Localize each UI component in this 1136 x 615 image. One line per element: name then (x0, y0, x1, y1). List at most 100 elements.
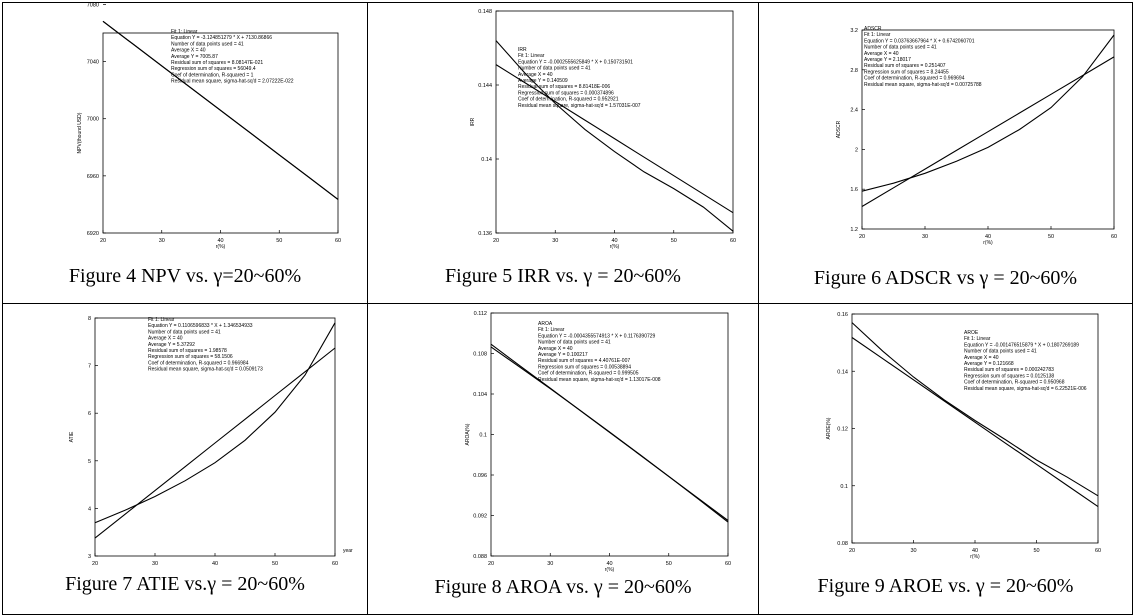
y-tick-label: 2.8 (850, 68, 858, 74)
x-tick-label: 20 (488, 561, 494, 567)
y-tick-label: 1.2 (850, 227, 858, 233)
fit-annotation-line: Equation Y = -0.001476515879 * X + 0.180… (964, 342, 1079, 348)
x-axis-label: r(%) (216, 244, 226, 250)
fit-annotation-line: Average X = 40 (864, 51, 899, 57)
fit-annotation-line: Average Y = 5.37292 (148, 342, 195, 348)
fit-annotation-line: ADSCR (864, 26, 882, 32)
x-axis-label: r(%) (970, 554, 980, 560)
y-tick-label: 7040 (87, 60, 99, 66)
fit-annotation-line: Regression sum of squares = 0.000374896 (518, 90, 614, 96)
x-tick-label: 60 (1111, 234, 1117, 240)
y-tick-label: 4 (88, 506, 91, 512)
y-tick-label: 7 (88, 364, 91, 370)
fit-annotation-line: Residual mean square, sigma-hat-sq'd = 1… (518, 103, 641, 109)
figure-panel: 20 30 40 50 60 6920 6960 7000 7040 7080 r(%) NPV(th… (3, 3, 367, 303)
y-tick-label: 1.6 (850, 187, 858, 193)
figure-caption: Figure 9 AROE vs. γ = 20~60% (759, 575, 1132, 598)
y-tick-label: 7000 (87, 117, 99, 123)
x-tick-label: 20 (100, 238, 106, 244)
y-tick-label: 0.16 (837, 312, 848, 318)
fit-annotation-line: Average X = 40 (518, 72, 553, 78)
figure-panel: 20 30 40 50 60 0.088 0.092 0.096 0.1 0.104 0.108 0.… (368, 304, 758, 614)
fit-annotation-line: Fit 1: Linear (964, 336, 991, 342)
fit-annotation-line: Number of data points used = 41 (518, 66, 591, 72)
fit-annotation-line: Average X = 40 (171, 48, 206, 54)
fit-annotation-line: Coef of determination, R-squared = 0.999… (538, 371, 639, 377)
figure-cell: 20 30 40 50 60 0.08 0.1 0.12 0.14 0.16 r(%) AROE(%)… (759, 304, 1133, 615)
y-tick-label: 6960 (87, 174, 99, 180)
figure-panel: 20 30 40 50 60 0.136 0.14 0.144 0.148 r(%) IRR IRR F… (368, 3, 758, 303)
fit-annotation-line: Residual sum of squares = 8.08147E-021 (171, 60, 263, 66)
fit-line (95, 348, 335, 538)
x-tick-label: 60 (332, 561, 338, 567)
fit-annotation-line: Coef of determination, R-squared = 0.950… (964, 380, 1065, 386)
y-axis-label: ATIE (69, 431, 75, 442)
y-tick-label: 6 (88, 411, 91, 417)
chart-npv: 20 30 40 50 60 6920 6960 7000 7040 7080 r(%) NPV(th… (3, 3, 365, 265)
y-tick-label: 3.2 (850, 28, 858, 34)
fit-annotation-line: Residual sum of squares = 8.81418E-006 (518, 84, 610, 90)
y-tick-label: 2 (855, 147, 858, 153)
y-tick-label: 0.136 (478, 231, 492, 237)
y-tick-label: 0.148 (478, 9, 492, 15)
y-tick-label: 0.112 (474, 311, 487, 317)
fit-annotation-line: Fit 1: Linear (171, 29, 198, 35)
fit-annotation-line: Fit 1: Linear (148, 317, 175, 323)
x-tick-label: 30 (910, 548, 916, 554)
fit-annotation-line: Equation Y = -0.0002555625849 * X + 0.15… (518, 59, 633, 65)
x-tick-label: 20 (493, 238, 499, 244)
y-tick-label: 0.12 (837, 427, 848, 433)
fit-annotation-line: Residual sum of squares = 0.000242783 (964, 367, 1054, 373)
y-tick-label: 0.08 (837, 541, 848, 547)
fit-annotation-line: Regression sum of squares = 58.1506 (148, 354, 233, 360)
y-tick-label: 6920 (87, 231, 99, 237)
fit-annotation-line: Average X = 40 (964, 355, 999, 361)
figure-cell: 20 30 40 50 60 0.088 0.092 0.096 0.1 0.104 0.108 0.… (368, 304, 759, 615)
x-tick-label: 20 (92, 561, 98, 567)
x-axis-label: year (343, 548, 353, 554)
fit-annotation-line: Coef of determination, R-squared = 0.969… (864, 76, 965, 82)
fit-annotation-line: Residual sum of squares = 4.40761E-007 (538, 358, 630, 364)
y-tick-label: 0.092 (473, 514, 487, 520)
x-tick-label: 50 (1033, 548, 1039, 554)
fit-annotation-line: Coef of determination, R-squared = 0.966… (148, 360, 249, 366)
fit-annotation-line: Fit 1: Linear (518, 53, 545, 59)
y-tick-label: 0.096 (473, 473, 487, 479)
x-tick-label: 30 (922, 234, 928, 240)
x-axis-label: r(%) (610, 244, 620, 250)
chart-adscr: 20 30 40 50 60 1.2 1.6 2 2.4 2.8 3.2 r(%) ADSCR ADSCR… (759, 3, 1134, 265)
figure-caption: Figure 7 ATIE vs.γ = 20~60% (3, 573, 367, 596)
fit-annotation-line: Residual mean square, sigma-hat-sq'd = 6… (964, 386, 1087, 392)
fit-annotation-line: Number of data points used = 41 (171, 41, 244, 47)
fit-annotation-line: Equation Y = -0.0004355574913 * X + 0.11… (538, 333, 656, 339)
x-tick-label: 20 (859, 234, 865, 240)
y-axis-label: AROE(%) (826, 417, 832, 439)
fit-annotation-line: Residual mean square, sigma-hat-sq'd = 0… (864, 82, 982, 88)
y-tick-label: 5 (88, 459, 91, 465)
fit-annotation-line: AROA (538, 321, 553, 327)
fit-annotation-line: IRR (518, 47, 527, 53)
y-tick-label: 0.14 (837, 369, 848, 375)
x-tick-label: 60 (730, 238, 736, 244)
fit-annotation-line: Average Y = 0.140509 (518, 78, 568, 84)
fit-annotation-line: Residual mean square, sigma-hat-sq'd = 1… (538, 377, 661, 383)
y-tick-label: 0.144 (478, 83, 492, 89)
y-tick-label: 7080 (87, 3, 99, 8)
fit-annotation-line: Fit 1: Linear (538, 327, 565, 333)
fit-annotation-line: Average X = 40 (538, 346, 573, 352)
x-tick-label: 60 (1095, 548, 1101, 554)
data-curve (103, 21, 338, 199)
fit-annotation-line: Average Y = 2.18017 (864, 57, 911, 63)
fit-annotation-line: Regression sum of squares = 0.00538894 (538, 364, 631, 370)
x-tick-label: 50 (276, 238, 282, 244)
chart-irr: 20 30 40 50 600.1360.140.1440.148r(%)IRRIRRF… (368, 3, 756, 265)
fit-annotation-line: Average Y = 0.121668 (964, 361, 1014, 367)
y-tick-label: 0.088 (473, 554, 487, 560)
x-axis-label: r(%) (605, 567, 615, 572)
y-axis-label: ADSCR (836, 120, 842, 138)
figure-caption: Figure 4 NPV vs. γ=20~60% (3, 265, 367, 288)
x-tick-label: 40 (212, 561, 218, 567)
y-tick-label: 0.104 (473, 392, 487, 398)
y-tick-label: 0.1 (840, 484, 848, 490)
y-axis-label: NPV(thound USD) (77, 112, 83, 153)
